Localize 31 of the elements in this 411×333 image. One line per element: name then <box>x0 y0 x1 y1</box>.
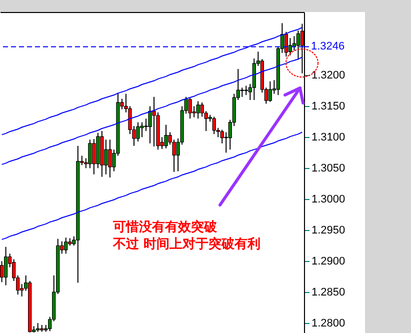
y-tick-label: 1.2900 <box>312 256 346 268</box>
y-tick-label: 1.2800 <box>312 318 346 330</box>
candlestick <box>212 116 216 135</box>
candlestick <box>268 80 272 102</box>
y-tick-label: 1.3200 <box>312 70 346 82</box>
candlestick <box>196 100 200 120</box>
candlestick <box>92 138 96 175</box>
candlestick <box>88 139 92 169</box>
line-series <box>1 26 303 136</box>
candlestick <box>188 98 192 120</box>
y-tick-label: 1.3100 <box>312 132 346 144</box>
y-tick-label: 1.3000 <box>312 194 346 206</box>
candlestick <box>0 260 4 283</box>
annotation: 可惜没有有效突破 <box>112 219 218 235</box>
y-tick-label: 1.2950 <box>312 224 346 237</box>
candlestick <box>104 139 108 175</box>
candlestick <box>284 31 288 58</box>
candlestick <box>296 30 300 60</box>
candlestick <box>64 237 68 254</box>
y-tick-label: 1.3050 <box>312 162 346 175</box>
candlestick <box>152 96 156 147</box>
candlestick <box>140 122 144 138</box>
candlestick <box>108 139 112 178</box>
candlestick <box>164 124 168 149</box>
ref-line-label: 1.3246 <box>311 40 345 53</box>
candlestick <box>4 246 8 286</box>
candlestick <box>136 122 140 142</box>
y-tick-label: 1.2850 <box>312 286 346 299</box>
y-tick-label: 1.3150 <box>312 100 346 113</box>
annotation: 不过 时间上对于突破有利 <box>112 236 261 252</box>
candlestick <box>288 38 292 56</box>
